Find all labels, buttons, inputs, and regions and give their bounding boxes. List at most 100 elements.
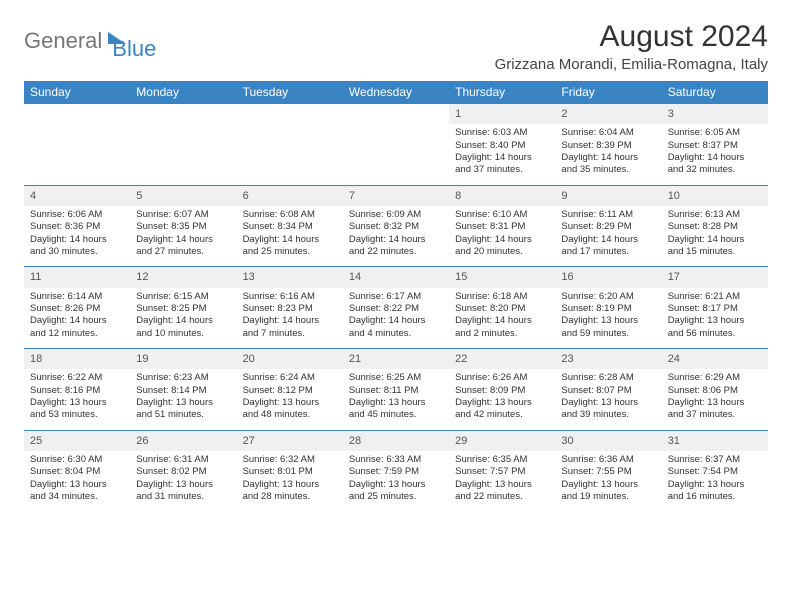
day-detail-cell: Sunrise: 6:31 AMSunset: 8:02 PMDaylight:…: [130, 451, 236, 511]
daylight-text: Daylight: 14 hours and 7 minutes.: [243, 315, 337, 340]
day-number-cell: 30: [555, 430, 661, 451]
day-number-cell: 28: [343, 430, 449, 451]
day-number-cell: 15: [449, 267, 555, 288]
day-number-row: 11121314151617: [24, 267, 768, 288]
daylight-text: Daylight: 13 hours and 34 minutes.: [30, 479, 124, 504]
day-detail-cell: Sunrise: 6:22 AMSunset: 8:16 PMDaylight:…: [24, 369, 130, 430]
day-detail-cell: Sunrise: 6:10 AMSunset: 8:31 PMDaylight:…: [449, 206, 555, 267]
day-detail-cell: Sunrise: 6:26 AMSunset: 8:09 PMDaylight:…: [449, 369, 555, 430]
logo-text-general: General: [24, 28, 102, 54]
daylight-text: Daylight: 14 hours and 32 minutes.: [668, 152, 762, 177]
sunset-text: Sunset: 8:02 PM: [136, 466, 230, 478]
day-number-cell: 11: [24, 267, 130, 288]
daylight-text: Daylight: 13 hours and 25 minutes.: [349, 479, 443, 504]
daylight-text: Daylight: 13 hours and 39 minutes.: [561, 397, 655, 422]
daylight-text: Daylight: 13 hours and 59 minutes.: [561, 315, 655, 340]
sunrise-text: Sunrise: 6:37 AM: [668, 454, 762, 466]
sunset-text: Sunset: 8:31 PM: [455, 221, 549, 233]
title-block: August 2024 Grizzana Morandi, Emilia-Rom…: [495, 20, 768, 73]
daylight-text: Daylight: 13 hours and 56 minutes.: [668, 315, 762, 340]
day-detail-row: Sunrise: 6:03 AMSunset: 8:40 PMDaylight:…: [24, 124, 768, 185]
sunset-text: Sunset: 8:34 PM: [243, 221, 337, 233]
sunrise-text: Sunrise: 6:16 AM: [243, 291, 337, 303]
daylight-text: Daylight: 14 hours and 25 minutes.: [243, 234, 337, 259]
daylight-text: Daylight: 13 hours and 19 minutes.: [561, 479, 655, 504]
sunrise-text: Sunrise: 6:22 AM: [30, 372, 124, 384]
day-detail-cell: Sunrise: 6:28 AMSunset: 8:07 PMDaylight:…: [555, 369, 661, 430]
day-detail-cell: Sunrise: 6:24 AMSunset: 8:12 PMDaylight:…: [237, 369, 343, 430]
sunrise-text: Sunrise: 6:24 AM: [243, 372, 337, 384]
sunset-text: Sunset: 8:01 PM: [243, 466, 337, 478]
day-detail-cell: Sunrise: 6:04 AMSunset: 8:39 PMDaylight:…: [555, 124, 661, 185]
day-detail-cell: Sunrise: 6:30 AMSunset: 8:04 PMDaylight:…: [24, 451, 130, 511]
day-number-cell: 24: [662, 349, 768, 370]
day-detail-cell: [343, 124, 449, 185]
sunset-text: Sunset: 8:35 PM: [136, 221, 230, 233]
daylight-text: Daylight: 14 hours and 15 minutes.: [668, 234, 762, 259]
sunset-text: Sunset: 8:32 PM: [349, 221, 443, 233]
day-number-cell: 13: [237, 267, 343, 288]
daylight-text: Daylight: 14 hours and 35 minutes.: [561, 152, 655, 177]
day-detail-cell: Sunrise: 6:18 AMSunset: 8:20 PMDaylight:…: [449, 288, 555, 349]
sunset-text: Sunset: 8:23 PM: [243, 303, 337, 315]
day-detail-cell: Sunrise: 6:21 AMSunset: 8:17 PMDaylight:…: [662, 288, 768, 349]
day-number-cell: 18: [24, 349, 130, 370]
sunset-text: Sunset: 8:36 PM: [30, 221, 124, 233]
day-detail-cell: Sunrise: 6:29 AMSunset: 8:06 PMDaylight:…: [662, 369, 768, 430]
sunrise-text: Sunrise: 6:32 AM: [243, 454, 337, 466]
day-number-cell: [130, 104, 236, 125]
sunrise-text: Sunrise: 6:28 AM: [561, 372, 655, 384]
day-number-cell: 17: [662, 267, 768, 288]
day-detail-cell: [24, 124, 130, 185]
daylight-text: Daylight: 13 hours and 53 minutes.: [30, 397, 124, 422]
day-number-row: 18192021222324: [24, 349, 768, 370]
daylight-text: Daylight: 13 hours and 22 minutes.: [455, 479, 549, 504]
sunrise-text: Sunrise: 6:31 AM: [136, 454, 230, 466]
sunset-text: Sunset: 8:04 PM: [30, 466, 124, 478]
sunset-text: Sunset: 8:37 PM: [668, 140, 762, 152]
logo: General Blue: [24, 20, 156, 62]
daylight-text: Daylight: 14 hours and 4 minutes.: [349, 315, 443, 340]
day-number-cell: [343, 104, 449, 125]
day-header: Tuesday: [237, 81, 343, 104]
daylight-text: Daylight: 14 hours and 2 minutes.: [455, 315, 549, 340]
daylight-text: Daylight: 14 hours and 22 minutes.: [349, 234, 443, 259]
daylight-text: Daylight: 13 hours and 42 minutes.: [455, 397, 549, 422]
sunset-text: Sunset: 8:17 PM: [668, 303, 762, 315]
day-number-cell: 5: [130, 185, 236, 206]
day-number-cell: 31: [662, 430, 768, 451]
daylight-text: Daylight: 13 hours and 45 minutes.: [349, 397, 443, 422]
day-detail-row: Sunrise: 6:14 AMSunset: 8:26 PMDaylight:…: [24, 288, 768, 349]
daylight-text: Daylight: 14 hours and 17 minutes.: [561, 234, 655, 259]
header: General Blue August 2024 Grizzana Morand…: [24, 20, 768, 73]
day-number-cell: 16: [555, 267, 661, 288]
day-number-cell: 26: [130, 430, 236, 451]
month-title: August 2024: [495, 20, 768, 54]
day-number-cell: 7: [343, 185, 449, 206]
day-detail-cell: Sunrise: 6:03 AMSunset: 8:40 PMDaylight:…: [449, 124, 555, 185]
day-number-cell: 6: [237, 185, 343, 206]
daylight-text: Daylight: 14 hours and 12 minutes.: [30, 315, 124, 340]
sunrise-text: Sunrise: 6:30 AM: [30, 454, 124, 466]
day-number-cell: [237, 104, 343, 125]
sunset-text: Sunset: 8:07 PM: [561, 385, 655, 397]
day-header: Friday: [555, 81, 661, 104]
day-detail-cell: Sunrise: 6:32 AMSunset: 8:01 PMDaylight:…: [237, 451, 343, 511]
sunrise-text: Sunrise: 6:09 AM: [349, 209, 443, 221]
day-detail-cell: Sunrise: 6:33 AMSunset: 7:59 PMDaylight:…: [343, 451, 449, 511]
day-number-cell: 9: [555, 185, 661, 206]
daylight-text: Daylight: 13 hours and 51 minutes.: [136, 397, 230, 422]
day-detail-row: Sunrise: 6:30 AMSunset: 8:04 PMDaylight:…: [24, 451, 768, 511]
sunrise-text: Sunrise: 6:04 AM: [561, 127, 655, 139]
day-number-cell: 20: [237, 349, 343, 370]
location-text: Grizzana Morandi, Emilia-Romagna, Italy: [495, 56, 768, 73]
day-detail-row: Sunrise: 6:22 AMSunset: 8:16 PMDaylight:…: [24, 369, 768, 430]
daylight-text: Daylight: 14 hours and 20 minutes.: [455, 234, 549, 259]
day-detail-cell: Sunrise: 6:08 AMSunset: 8:34 PMDaylight:…: [237, 206, 343, 267]
sunrise-text: Sunrise: 6:29 AM: [668, 372, 762, 384]
day-detail-cell: Sunrise: 6:16 AMSunset: 8:23 PMDaylight:…: [237, 288, 343, 349]
day-detail-cell: [237, 124, 343, 185]
day-detail-cell: Sunrise: 6:11 AMSunset: 8:29 PMDaylight:…: [555, 206, 661, 267]
day-header: Monday: [130, 81, 236, 104]
day-detail-cell: Sunrise: 6:09 AMSunset: 8:32 PMDaylight:…: [343, 206, 449, 267]
